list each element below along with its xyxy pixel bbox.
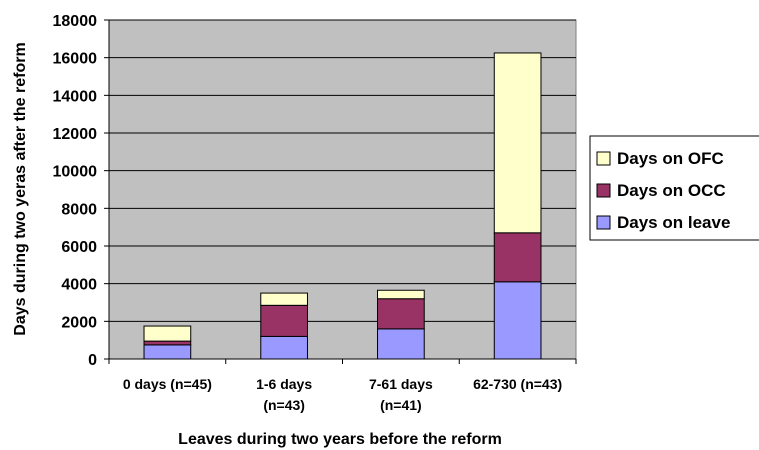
bar-segment — [143, 340, 192, 346]
y-tick-label: 8000 — [61, 201, 97, 218]
x-category-label: 0 days (n=45) — [123, 376, 212, 392]
y-tick-label: 18000 — [53, 13, 98, 30]
x-category-label: (n=41) — [380, 397, 422, 413]
x-axis-title: Leaves during two years before the refor… — [178, 431, 502, 448]
bar-segment — [143, 344, 192, 360]
legend-swatch — [596, 183, 611, 198]
x-category-labels: 0 days (n=45) 1-6 days (n=43) 7-61 days (n=4… — [123, 376, 562, 413]
y-tick-label: 14000 — [53, 88, 98, 105]
legend-label: Days on leave — [617, 213, 730, 232]
bar-segment — [260, 292, 308, 306]
y-tick-label: 10000 — [53, 164, 98, 181]
legend-box — [589, 135, 759, 241]
bar-segment — [493, 52, 542, 234]
y-tick-label: 0 — [88, 352, 97, 369]
bar-segment — [143, 325, 192, 342]
bar-segment — [493, 232, 542, 283]
bar-segment — [260, 304, 308, 337]
y-tick-label: 4000 — [61, 277, 97, 294]
legend-label: Days on OFC — [617, 149, 724, 168]
x-category-label: 7-61 days — [369, 376, 433, 392]
axes — [104, 19, 577, 364]
bar-segment — [260, 335, 308, 360]
bar-segment — [377, 289, 425, 300]
x-category-label: 1-6 days — [256, 376, 312, 392]
x-category-label: (n=43) — [263, 397, 305, 413]
bar-segment — [493, 281, 542, 360]
bar-segment — [377, 298, 425, 330]
legend-swatch — [596, 151, 611, 166]
legend-label: Days on OCC — [617, 181, 726, 200]
y-tick-label: 16000 — [53, 51, 98, 68]
legend: Days on OFC Days on OCC Days on leave — [589, 135, 759, 241]
y-tick-label: 2000 — [61, 314, 97, 331]
y-tick-label: 6000 — [61, 239, 97, 256]
x-category-label: 62-730 (n=43) — [473, 376, 562, 392]
legend-swatch — [596, 215, 611, 230]
y-tick-labels: 0 2000 4000 6000 8000 10000 12000 14000 16000 180… — [53, 13, 98, 369]
y-axis-title: Days during two yeras after the reform — [12, 42, 29, 335]
bars — [143, 52, 542, 360]
y-tick-label: 12000 — [53, 126, 98, 143]
bar-segment — [377, 328, 425, 360]
